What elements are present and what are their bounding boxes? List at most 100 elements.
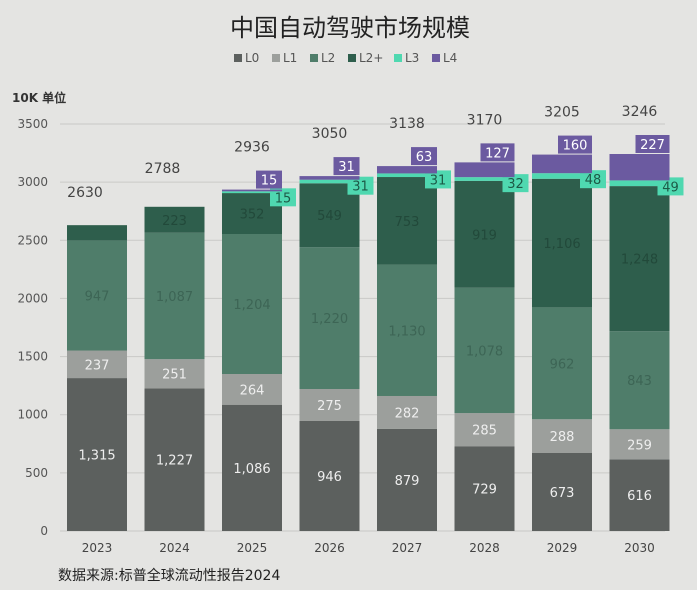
total-label: 3170	[467, 112, 503, 128]
bar-segment-l3	[222, 191, 282, 194]
data-label: 227	[640, 138, 665, 153]
data-label: 729	[472, 483, 497, 498]
data-label: 1,248	[621, 253, 658, 268]
bar-segment-l2plus	[67, 225, 127, 241]
data-label: 237	[85, 358, 110, 373]
y-tick-label: 500	[25, 466, 48, 480]
bar-segment-l2plus	[454, 180, 515, 288]
bar-segment-l0	[609, 459, 670, 531]
bar-segment-l4	[532, 154, 592, 174]
chart-title: 中国自动驾驶市场规模	[230, 14, 470, 42]
data-label-box	[558, 135, 592, 154]
bar-segment-l2	[67, 240, 127, 351]
data-label: 63	[416, 150, 433, 165]
x-tick-label: 2030	[624, 541, 655, 555]
bar-segment-l1	[532, 419, 592, 453]
legend-label: L0	[245, 51, 259, 65]
data-label: 962	[550, 357, 575, 372]
data-label: 673	[550, 486, 575, 501]
total-label: 2630	[67, 185, 103, 201]
bars: 1,315 237 947 2630 1,227 251 1,087 223 2788 1,086…	[67, 104, 684, 531]
x-tick-label: 2025	[237, 541, 268, 555]
data-label: 549	[317, 209, 342, 224]
data-label-box	[256, 170, 282, 189]
data-label: 160	[563, 139, 588, 154]
data-label: 127	[485, 146, 510, 161]
data-label: 843	[627, 374, 652, 389]
data-label: 1,106	[543, 237, 580, 252]
data-label: 352	[240, 208, 265, 223]
data-label: 31	[338, 160, 355, 175]
y-axis-label: 10K 单位	[12, 90, 66, 105]
data-label: 1,315	[78, 449, 115, 464]
data-label: 49	[662, 180, 679, 195]
y-tick-label: 2000	[17, 291, 48, 305]
data-label-box	[425, 170, 451, 189]
data-label: 1,087	[156, 290, 193, 305]
data-label-box	[411, 147, 437, 166]
bar-segment-l2	[222, 234, 282, 375]
data-label: 31	[430, 173, 447, 188]
total-label: 2788	[145, 161, 181, 177]
bar-segment-l0	[377, 428, 437, 531]
y-tick-label: 1500	[17, 350, 48, 364]
bar-segment-l1	[144, 359, 205, 389]
data-label: 15	[261, 174, 278, 189]
data-label: 282	[395, 406, 420, 421]
legend-swatch	[234, 54, 242, 62]
y-tick-label: 2500	[17, 233, 48, 247]
bar-segment-l0	[222, 404, 282, 531]
legend-label: L4	[443, 51, 457, 65]
data-label: 31	[352, 180, 369, 195]
legend-swatch	[348, 54, 356, 62]
data-label-box	[635, 135, 670, 154]
bar-segment-l0	[67, 378, 127, 531]
data-label: 288	[550, 430, 575, 445]
data-label-box	[657, 177, 684, 196]
y-tick-label: 1000	[17, 408, 48, 422]
total-label: 3205	[544, 105, 580, 121]
bar-segment-l1	[299, 389, 360, 421]
data-label: 251	[162, 368, 187, 383]
bar-segment-l4	[454, 162, 515, 178]
bar-segment-l2	[609, 331, 670, 430]
bar-segment-l1	[67, 350, 127, 379]
data-label-box	[347, 176, 374, 195]
legend-swatch	[432, 54, 440, 62]
legend-label: L2	[321, 51, 335, 65]
legend-swatch	[272, 54, 280, 62]
data-label: 275	[317, 399, 342, 414]
bar-segment-l4	[222, 189, 282, 192]
data-label: 1,086	[233, 462, 270, 477]
data-label: 32	[507, 177, 524, 192]
data-label-box	[333, 157, 360, 176]
data-label: 223	[162, 214, 187, 229]
x-tick-label: 2028	[469, 541, 500, 555]
bar-segment-l3	[454, 177, 515, 181]
bar-segment-l2plus	[377, 177, 437, 265]
data-label: 1,078	[466, 344, 503, 359]
x-axis-labels: 2023 2024 2025 2026 2027 2028 2029 2030	[82, 541, 655, 555]
source-note: 数据来源:标普全球流动性报告2024	[58, 567, 280, 584]
data-label: 1,227	[156, 454, 193, 469]
total-label: 3138	[389, 116, 425, 132]
data-label: 753	[395, 215, 420, 230]
x-tick-label: 2024	[159, 541, 190, 555]
bar-segment-l1	[609, 429, 670, 460]
data-label: 264	[240, 383, 265, 398]
data-label: 259	[627, 438, 652, 453]
legend-label: L3	[405, 51, 419, 65]
x-tick-label: 2029	[547, 541, 578, 555]
legend: L0 L1 L2 L2+ L3 L4	[234, 51, 457, 65]
bar-segment-l2plus	[609, 186, 670, 332]
legend-label: L2+	[359, 51, 383, 65]
bar-segment-l2	[299, 247, 360, 390]
data-label-box	[502, 174, 529, 193]
bar-segment-l3	[532, 173, 592, 179]
legend-label: L1	[283, 51, 297, 65]
bar-segment-l2	[144, 232, 205, 360]
y-tick-label: 3500	[17, 117, 48, 131]
data-label: 15	[275, 191, 292, 206]
data-label-box	[480, 143, 515, 162]
